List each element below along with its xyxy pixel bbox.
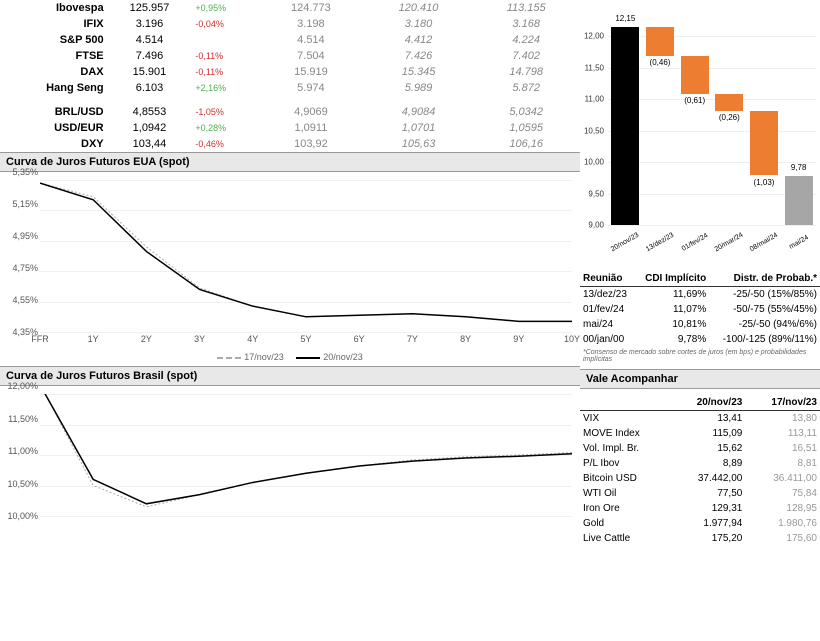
vale-table: 20/nov/23 17/nov/23 VIX13,4113,80MOVE In… [580, 395, 820, 546]
vale-row: Bitcoin USD37.442,0036.411,00 [580, 471, 820, 486]
index-row: FTSE7.496-0,11%7.5047.4267.402 [0, 48, 580, 64]
indices-table: Ibovespa125.957+0,95%124.773120.410113.1… [0, 0, 580, 152]
vale-row: Gold1.977,941.980,76 [580, 516, 820, 531]
reuniao-row: 13/dez/2311,69%-25/-50 (15%/85%) [580, 287, 820, 303]
index-row: Ibovespa125.957+0,95%124.773120.410113.1… [0, 0, 580, 16]
reuniao-row: mai/2410,81%-25/-50 (94%/6%) [580, 317, 820, 332]
us-curve-legend: 17/nov/23 20/nov/23 [0, 352, 580, 366]
index-row: Hang Seng6.103+2,16%5.9745.9895.872 [0, 80, 580, 96]
us-curve-chart: 5,35%5,15%4,95%4,75%4,55%4,35% FFR1Y2Y3Y… [0, 172, 580, 352]
reuniao-row: 00/jan/009,78%-100/-125 (89%/11%) [580, 332, 820, 347]
index-row: USD/EUR1,0942+0,28%1,09111,07011,0595 [0, 120, 580, 136]
index-row: BRL/USD4,8553-1,05%4,90694,90845,0342 [0, 104, 580, 120]
vale-row: Live Cattle175,20175,60 [580, 531, 820, 546]
index-row: DAX15.901-0,11%15.91915.34514.798 [0, 64, 580, 80]
index-row: DXY103,44-0,46%103,92105,63106,16 [0, 136, 580, 152]
us-curve-title: Curva de Juros Futuros EUA (spot) [0, 152, 580, 172]
reuniao-table: Reunião CDI Implícito Distr. de Probab.*… [580, 271, 820, 347]
vale-row: WTI Oil77,5075,84 [580, 486, 820, 501]
vale-row: MOVE Index115,09113,11 [580, 426, 820, 441]
vale-row: Vol. Impl. Br.15,6216,51 [580, 441, 820, 456]
br-curve-chart: 12,00%11,50%11,00%10,50%10,00% [0, 386, 580, 536]
waterfall-chart: 9,009,5010,0010,5011,0011,5012,00 12,15(… [580, 0, 820, 265]
reuniao-footnote: *Consenso de mercado sobre cortes de jur… [580, 347, 820, 365]
br-curve-title: Curva de Juros Futuros Brasil (spot) [0, 366, 580, 386]
vale-row: Iron Ore129,31128,95 [580, 501, 820, 516]
vale-title: Vale Acompanhar [580, 369, 820, 389]
vale-row: VIX13,4113,80 [580, 411, 820, 427]
vale-row: P/L Ibov8,898,81 [580, 456, 820, 471]
reuniao-row: 01/fev/2411,07%-50/-75 (55%/45%) [580, 302, 820, 317]
index-row: S&P 5004.5144.5144.4124.224 [0, 32, 580, 48]
index-row: IFIX3.196-0,04%3.1983.1803.168 [0, 16, 580, 32]
